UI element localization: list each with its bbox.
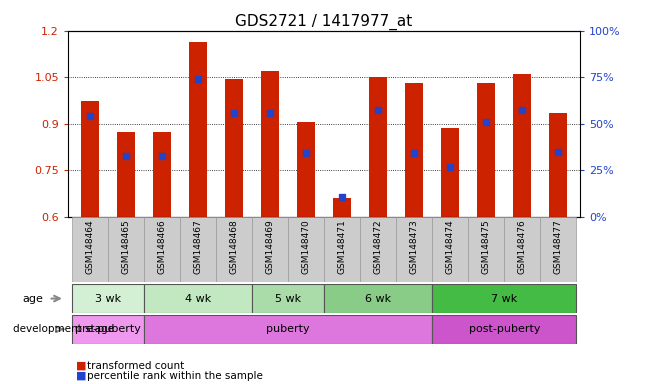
Text: GSM148477: GSM148477 (554, 219, 563, 274)
Text: GDS2721 / 1417977_at: GDS2721 / 1417977_at (235, 13, 413, 30)
Text: 5 wk: 5 wk (275, 293, 301, 304)
Bar (261, 71, 279, 217)
Bar (144, 315, 432, 344)
Text: ■: ■ (76, 371, 87, 381)
Bar (179, 217, 216, 282)
Text: GSM148471: GSM148471 (338, 219, 347, 274)
Bar (540, 217, 576, 282)
Text: 3 wk: 3 wk (95, 293, 121, 304)
Bar (441, 129, 459, 217)
Text: GSM148469: GSM148469 (266, 219, 274, 274)
Bar (550, 113, 568, 217)
Bar (513, 74, 531, 217)
Bar (72, 315, 144, 344)
Bar (432, 315, 576, 344)
Text: GSM148465: GSM148465 (121, 219, 130, 274)
Text: age: age (23, 293, 43, 304)
Bar (144, 284, 252, 313)
Bar (144, 217, 179, 282)
Bar (360, 217, 396, 282)
Text: transformed count: transformed count (87, 361, 185, 371)
Bar (396, 217, 432, 282)
Text: GSM148470: GSM148470 (301, 219, 310, 274)
Bar (80, 101, 98, 217)
Bar (477, 83, 495, 217)
Text: GSM148468: GSM148468 (229, 219, 238, 274)
Text: 7 wk: 7 wk (491, 293, 517, 304)
Text: GSM148473: GSM148473 (410, 219, 419, 274)
Bar (432, 284, 576, 313)
Text: post-puberty: post-puberty (469, 324, 540, 334)
Bar (297, 122, 315, 217)
Text: GSM148467: GSM148467 (193, 219, 202, 274)
Text: pre-puberty: pre-puberty (75, 324, 141, 334)
Text: 4 wk: 4 wk (185, 293, 211, 304)
Bar (72, 284, 144, 313)
Text: GSM148476: GSM148476 (518, 219, 527, 274)
Text: GSM148472: GSM148472 (374, 219, 382, 273)
Text: puberty: puberty (266, 324, 310, 334)
Text: 6 wk: 6 wk (365, 293, 391, 304)
Text: development stage: development stage (13, 324, 114, 334)
Bar (189, 41, 207, 217)
Text: GSM148475: GSM148475 (481, 219, 491, 274)
Bar (117, 132, 135, 217)
Bar (252, 284, 324, 313)
Text: GSM148466: GSM148466 (157, 219, 167, 274)
Bar (252, 217, 288, 282)
Bar (288, 217, 324, 282)
Bar (469, 217, 504, 282)
Bar (225, 79, 243, 217)
Bar (108, 217, 144, 282)
Bar (405, 83, 423, 217)
Text: GSM148464: GSM148464 (85, 219, 94, 273)
Bar (324, 217, 360, 282)
Text: percentile rank within the sample: percentile rank within the sample (87, 371, 263, 381)
Bar (72, 217, 108, 282)
Bar (324, 284, 432, 313)
Bar (432, 217, 469, 282)
Bar (153, 132, 171, 217)
Bar (216, 217, 252, 282)
Bar (369, 77, 387, 217)
Text: GSM148474: GSM148474 (446, 219, 455, 273)
Text: ■: ■ (76, 361, 87, 371)
Bar (333, 198, 351, 217)
Bar (504, 217, 540, 282)
